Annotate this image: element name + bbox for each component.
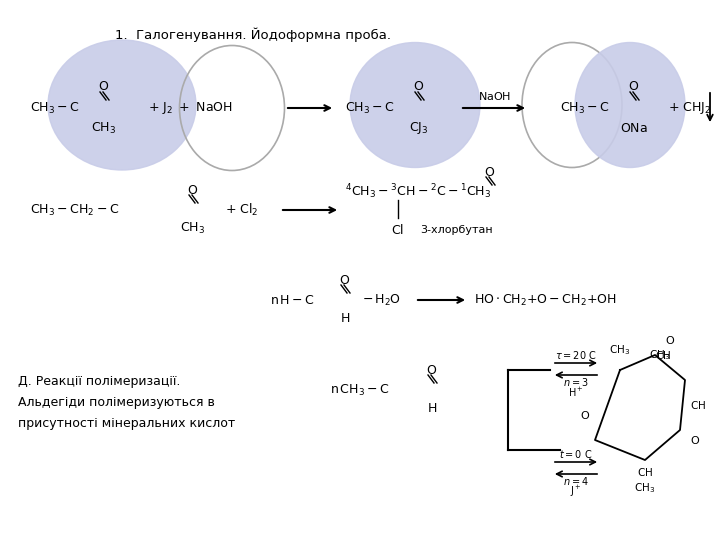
Text: $\mathrm{H}$: $\mathrm{H}$ (340, 312, 350, 325)
Text: $\mathrm{O}$: $\mathrm{O}$ (665, 334, 675, 346)
Text: $\mathrm{O}$: $\mathrm{O}$ (99, 80, 109, 93)
Text: $\mathrm{CH_3}$: $\mathrm{CH_3}$ (181, 220, 206, 235)
Text: $\mathrm{n\,H - C}$: $\mathrm{n\,H - C}$ (270, 294, 315, 307)
Text: $\mathrm{CH_3}$: $\mathrm{CH_3}$ (609, 343, 631, 357)
Text: $\mathrm{O}$: $\mathrm{O}$ (690, 434, 700, 446)
Text: $\mathrm{ONa}$: $\mathrm{ONa}$ (620, 122, 648, 134)
Text: $n = 3$: $n = 3$ (563, 376, 589, 388)
Text: $\mathrm{CH_3}$: $\mathrm{CH_3}$ (649, 348, 670, 362)
Text: $\mathrm{CH}$: $\mathrm{CH}$ (655, 349, 671, 361)
Text: $\mathrm{O}$: $\mathrm{O}$ (580, 409, 590, 421)
Text: $\mathrm{O}$: $\mathrm{O}$ (413, 80, 425, 93)
Text: $\mathrm{CH_3}$: $\mathrm{CH_3}$ (91, 120, 117, 136)
Text: $\mathrm{O}$: $\mathrm{O}$ (629, 80, 639, 93)
Text: $\mathrm{CH_3 - C}$: $\mathrm{CH_3 - C}$ (560, 100, 610, 116)
Text: $\mathrm{O}$: $\mathrm{O}$ (339, 273, 351, 287)
Text: $\mathrm{NaOH}$: $\mathrm{NaOH}$ (478, 90, 512, 102)
Text: $\mathrm{H^+}$: $\mathrm{H^+}$ (568, 386, 584, 399)
Text: $\mathrm{Cl}$: $\mathrm{Cl}$ (392, 223, 405, 237)
Text: $\mathrm{O}$: $\mathrm{O}$ (187, 184, 199, 197)
Text: $\mathrm{O}$: $\mathrm{O}$ (485, 165, 495, 179)
Text: $\mathrm{^4CH_3 - ^3CH - ^2C - ^1CH_3}$: $\mathrm{^4CH_3 - ^3CH - ^2C - ^1CH_3}$ (345, 183, 491, 201)
Text: $\mathrm{O}$: $\mathrm{O}$ (426, 363, 438, 376)
Text: $\mathrm{CH}$: $\mathrm{CH}$ (637, 466, 653, 478)
Text: 1.  Галогенування. Йодоформна проба.: 1. Галогенування. Йодоформна проба. (115, 28, 391, 43)
Text: $\mathrm{-\,H_2O}$: $\mathrm{-\,H_2O}$ (362, 293, 401, 308)
Text: $\mathrm{n\,CH_3 - C}$: $\mathrm{n\,CH_3 - C}$ (330, 382, 390, 397)
Text: $\mathrm{CJ_3}$: $\mathrm{CJ_3}$ (409, 120, 428, 136)
Text: $\mathrm{+\ J_2\ +\ NaOH}$: $\mathrm{+\ J_2\ +\ NaOH}$ (148, 100, 233, 116)
Text: $\mathrm{HO\cdot CH_2{+}O - CH_2{+}OH}$: $\mathrm{HO\cdot CH_2{+}O - CH_2{+}OH}$ (474, 293, 616, 308)
Text: $\mathrm{H}$: $\mathrm{H}$ (427, 402, 437, 415)
Ellipse shape (575, 43, 685, 167)
Text: $\mathrm{J^+}$: $\mathrm{J^+}$ (570, 483, 582, 498)
Text: $\mathrm{CH_3 - C}$: $\mathrm{CH_3 - C}$ (30, 100, 80, 116)
Text: $\mathrm{+\ Cl_2}$: $\mathrm{+\ Cl_2}$ (225, 202, 258, 218)
Text: $t = 0\ \mathrm{C}$: $t = 0\ \mathrm{C}$ (559, 448, 593, 460)
Text: 3-хлорбутан: 3-хлорбутан (420, 225, 492, 235)
Text: Д. Реакції полімеризації.
Альдегіди полімеризуються в
присутності мінеральних ки: Д. Реакції полімеризації. Альдегіди полі… (18, 375, 235, 430)
Text: $n = 4$: $n = 4$ (563, 475, 589, 487)
Ellipse shape (350, 43, 480, 167)
Text: $\tau = 20\ \mathrm{C}$: $\tau = 20\ \mathrm{C}$ (555, 349, 597, 361)
Text: $\mathrm{CH}$: $\mathrm{CH}$ (690, 399, 706, 411)
Ellipse shape (48, 40, 196, 170)
Text: $\mathrm{CH_3 - CH_2 - C}$: $\mathrm{CH_3 - CH_2 - C}$ (30, 202, 119, 218)
Text: $\mathrm{CH_3}$: $\mathrm{CH_3}$ (634, 481, 656, 495)
Text: $\mathrm{+\ CHJ_2}$: $\mathrm{+\ CHJ_2}$ (668, 100, 711, 116)
Text: $\mathrm{CH_3 - C}$: $\mathrm{CH_3 - C}$ (345, 100, 395, 116)
